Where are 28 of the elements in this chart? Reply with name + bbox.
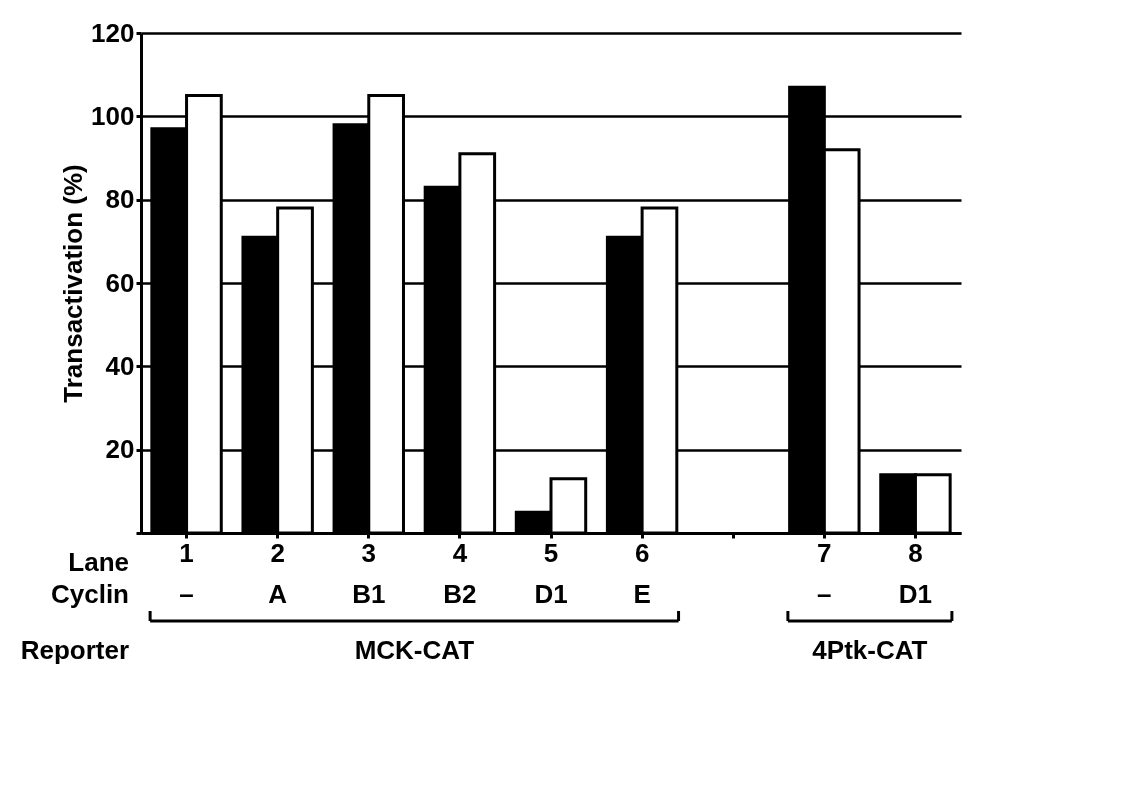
text: MCK-CAT: [354, 635, 475, 665]
text: D1: [534, 579, 568, 609]
y-tick-label: 100: [91, 100, 135, 131]
x-tick-label: 6: [634, 537, 650, 568]
y-tick-label: 120: [91, 17, 135, 48]
x-tick-label: 5: [543, 537, 559, 568]
text: E: [633, 579, 651, 609]
text: Lane: [68, 547, 129, 577]
y-tick-label: 20: [105, 434, 135, 465]
text: –: [817, 579, 832, 609]
y-tick-label: 40: [105, 350, 135, 381]
text: B2: [443, 579, 477, 609]
text: –: [179, 579, 194, 609]
y-tick-label: 80: [105, 184, 135, 215]
text: B1: [352, 579, 386, 609]
y-axis-title: Transactivation (%): [58, 164, 89, 403]
x-tick-label: 2: [270, 537, 285, 568]
x-tick-label: 4: [452, 537, 468, 568]
y-tick-label: 60: [105, 267, 135, 298]
text: A: [268, 579, 288, 609]
x-tick-label: 1: [179, 537, 194, 568]
x-tick-label: 3: [361, 537, 377, 568]
text: 4Ptk-CAT: [812, 635, 928, 665]
x-tick-label: 7: [817, 537, 832, 568]
text: Cyclin: [50, 579, 129, 609]
text: D1: [898, 579, 933, 609]
text: Reporter: [20, 635, 129, 665]
x-tick-label: 8: [908, 537, 923, 568]
